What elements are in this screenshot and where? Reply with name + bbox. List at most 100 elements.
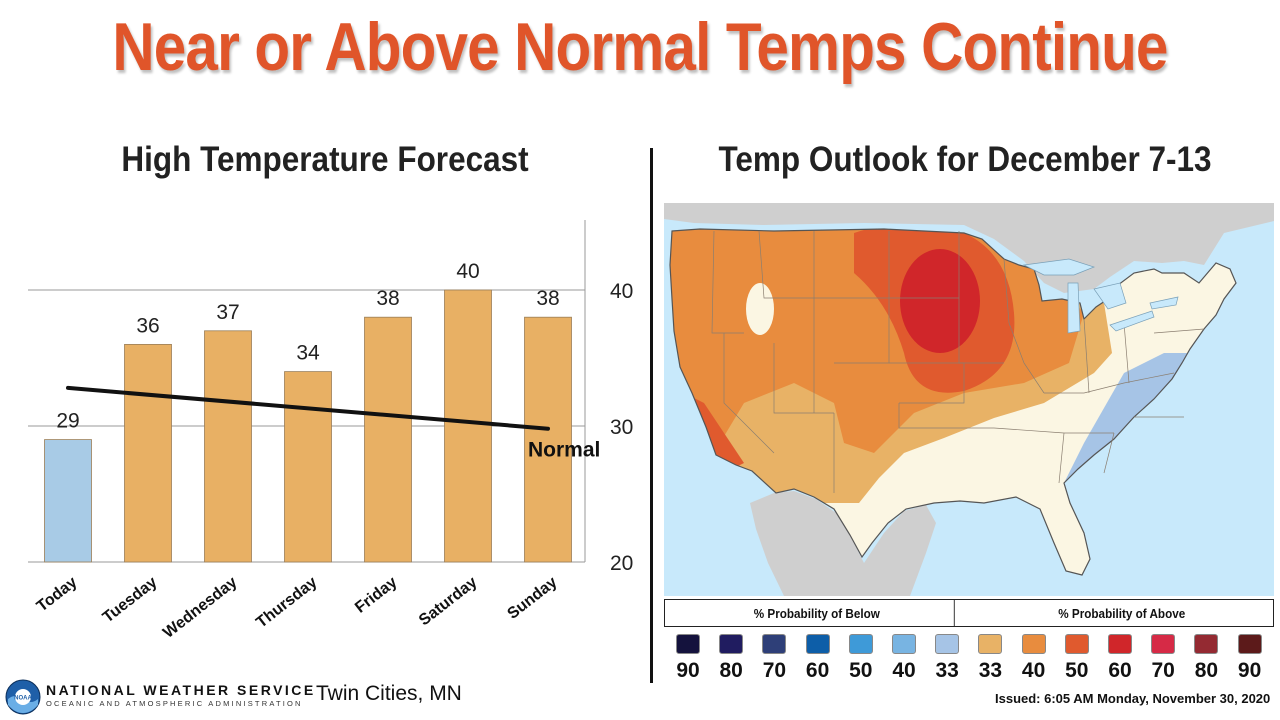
legend-value-5: 40: [892, 659, 916, 682]
legend-item-7: 33: [970, 634, 1010, 683]
noaa-logo: NOAA: [5, 679, 41, 715]
category-label-friday: Friday: [352, 574, 400, 617]
high-temperature-bar-chart: 29 36 37 34 38 40 38 20 30 40 Today Tuesday Wednes…: [28, 220, 633, 642]
canada-landmass: [664, 203, 1274, 293]
legend-value-10: 60: [1108, 659, 1132, 682]
legend-value-12: 80: [1194, 659, 1219, 682]
legend-swatches: 90 80 70 60 50 40 33 33 40 50 60 70 80 90: [668, 634, 1272, 684]
legend-item-8: 40: [1014, 634, 1054, 683]
legend-item-13: 90: [1230, 634, 1270, 683]
panel-divider: [650, 148, 653, 683]
lake-superior: [1022, 258, 1096, 276]
chart-y-ticks: 20 30 40: [610, 280, 633, 575]
great-lakes: [1022, 258, 1179, 334]
legend-above-label: % Probability of Above: [1057, 605, 1185, 621]
legend-swatch-4: [848, 634, 873, 654]
legend-swatch-6: [935, 634, 960, 654]
lake-huron: [1093, 282, 1127, 310]
legend-swatch-9: [1064, 634, 1089, 654]
state-borders: [711, 230, 1205, 493]
legend-value-11: 70: [1151, 659, 1175, 682]
legend-swatch-12: [1194, 634, 1219, 654]
legend-swatch-3: [805, 634, 830, 654]
legend-value-0: 90: [676, 659, 700, 682]
legend-item-1: 80: [711, 634, 751, 683]
data-label-wednesday: 37: [216, 301, 239, 324]
issued-timestamp: Issued: 6:05 AM Monday, November 30, 202…: [995, 691, 1271, 706]
legend-swatch-11: [1151, 634, 1176, 654]
legend-swatch-10: [1108, 634, 1132, 654]
legend-item-12: 80: [1186, 634, 1226, 683]
agency-name: NATIONAL WEATHER SERVICE: [46, 682, 316, 698]
legend-item-2: 70: [754, 634, 794, 683]
office-location: Twin Cities, MN: [316, 682, 462, 705]
legend-swatch-1: [719, 634, 744, 654]
equal-chances-pocket: [746, 283, 774, 335]
bar-today: [44, 439, 92, 563]
legend-value-3: 60: [805, 659, 830, 682]
chart-category-labels: Today Tuesday Wednesday Thursday Friday Satur…: [34, 574, 561, 642]
legend-swatch-7: [978, 634, 1003, 654]
legend-swatch-13: [1237, 634, 1262, 654]
lake-erie: [1109, 310, 1155, 332]
lake-ontario: [1149, 296, 1179, 310]
legend-value-7: 33: [978, 659, 1003, 682]
legend-value-9: 50: [1065, 659, 1089, 682]
bar-friday: [364, 316, 412, 563]
legend-item-0: 90: [668, 634, 708, 683]
normal-line: [66, 385, 550, 431]
page-title: Near or Above Normal Temps Continue: [112, 9, 1168, 85]
y-tick-20: 20: [610, 552, 633, 575]
legend-value-13: 90: [1237, 659, 1262, 682]
chart-data-labels: 29 36 37 34 38 40 38: [56, 260, 559, 433]
legend-swatch-8: [1021, 634, 1046, 654]
legend-swatch-5: [892, 634, 916, 654]
above-60-area: [900, 249, 980, 353]
legend-item-3: 60: [798, 634, 838, 683]
data-label-saturday: 40: [456, 260, 479, 283]
legend-item-9: 50: [1057, 634, 1097, 683]
legend-item-10: 60: [1100, 634, 1140, 683]
chart-bars: [44, 289, 572, 563]
category-label-wednesday: Wednesday: [160, 574, 240, 642]
normal-line-group: Normal: [66, 385, 600, 462]
category-label-thursday: Thursday: [253, 574, 320, 632]
legend-swatch-2: [762, 634, 787, 654]
legend-item-6: 33: [927, 634, 967, 683]
us-outline: [669, 228, 1237, 576]
noaa-logo-text: NOAA: [14, 696, 32, 702]
legend-below-label: % Probability of Below: [680, 600, 955, 626]
outlook-map-title: Temp Outlook for December 7-13: [718, 140, 1212, 179]
data-label-sunday: 38: [536, 287, 559, 310]
legend-item-4: 50: [841, 634, 881, 683]
normal-line-label: Normal: [528, 439, 600, 462]
data-label-friday: 38: [376, 287, 399, 310]
bar-wednesday: [204, 330, 252, 563]
y-tick-40: 40: [610, 280, 633, 303]
legend-item-11: 70: [1143, 634, 1183, 683]
legend-value-4: 50: [849, 659, 873, 682]
mexico-landmass: [750, 491, 936, 596]
agency-subtitle: OCEANIC AND ATMOSPHERIC ADMINISTRATION: [46, 699, 303, 708]
category-label-sunday: Sunday: [504, 574, 560, 623]
legend-value-6: 33: [935, 659, 959, 682]
probability-legend-header: % Probability of Below % Probability of …: [664, 599, 1274, 627]
bar-sunday: [524, 316, 572, 563]
data-label-today: 29: [56, 410, 79, 433]
legend-swatch-0: [676, 634, 700, 654]
forecast-chart-title: High Temperature Forecast: [121, 140, 529, 179]
legend-value-2: 70: [762, 659, 787, 682]
legend-value-1: 80: [719, 659, 743, 682]
legend-value-8: 40: [1021, 659, 1046, 682]
lake-michigan: [1067, 282, 1081, 334]
category-label-tuesday: Tuesday: [100, 574, 161, 627]
data-label-tuesday: 36: [136, 314, 159, 337]
data-label-thursday: 34: [296, 342, 320, 365]
y-tick-30: 30: [610, 416, 633, 439]
category-label-saturday: Saturday: [416, 574, 481, 630]
bar-thursday: [284, 371, 332, 563]
bar-tuesday: [124, 343, 172, 563]
temperature-outlook-map: [664, 203, 1274, 596]
category-label-today: Today: [34, 574, 81, 616]
bar-saturday: [444, 289, 492, 563]
